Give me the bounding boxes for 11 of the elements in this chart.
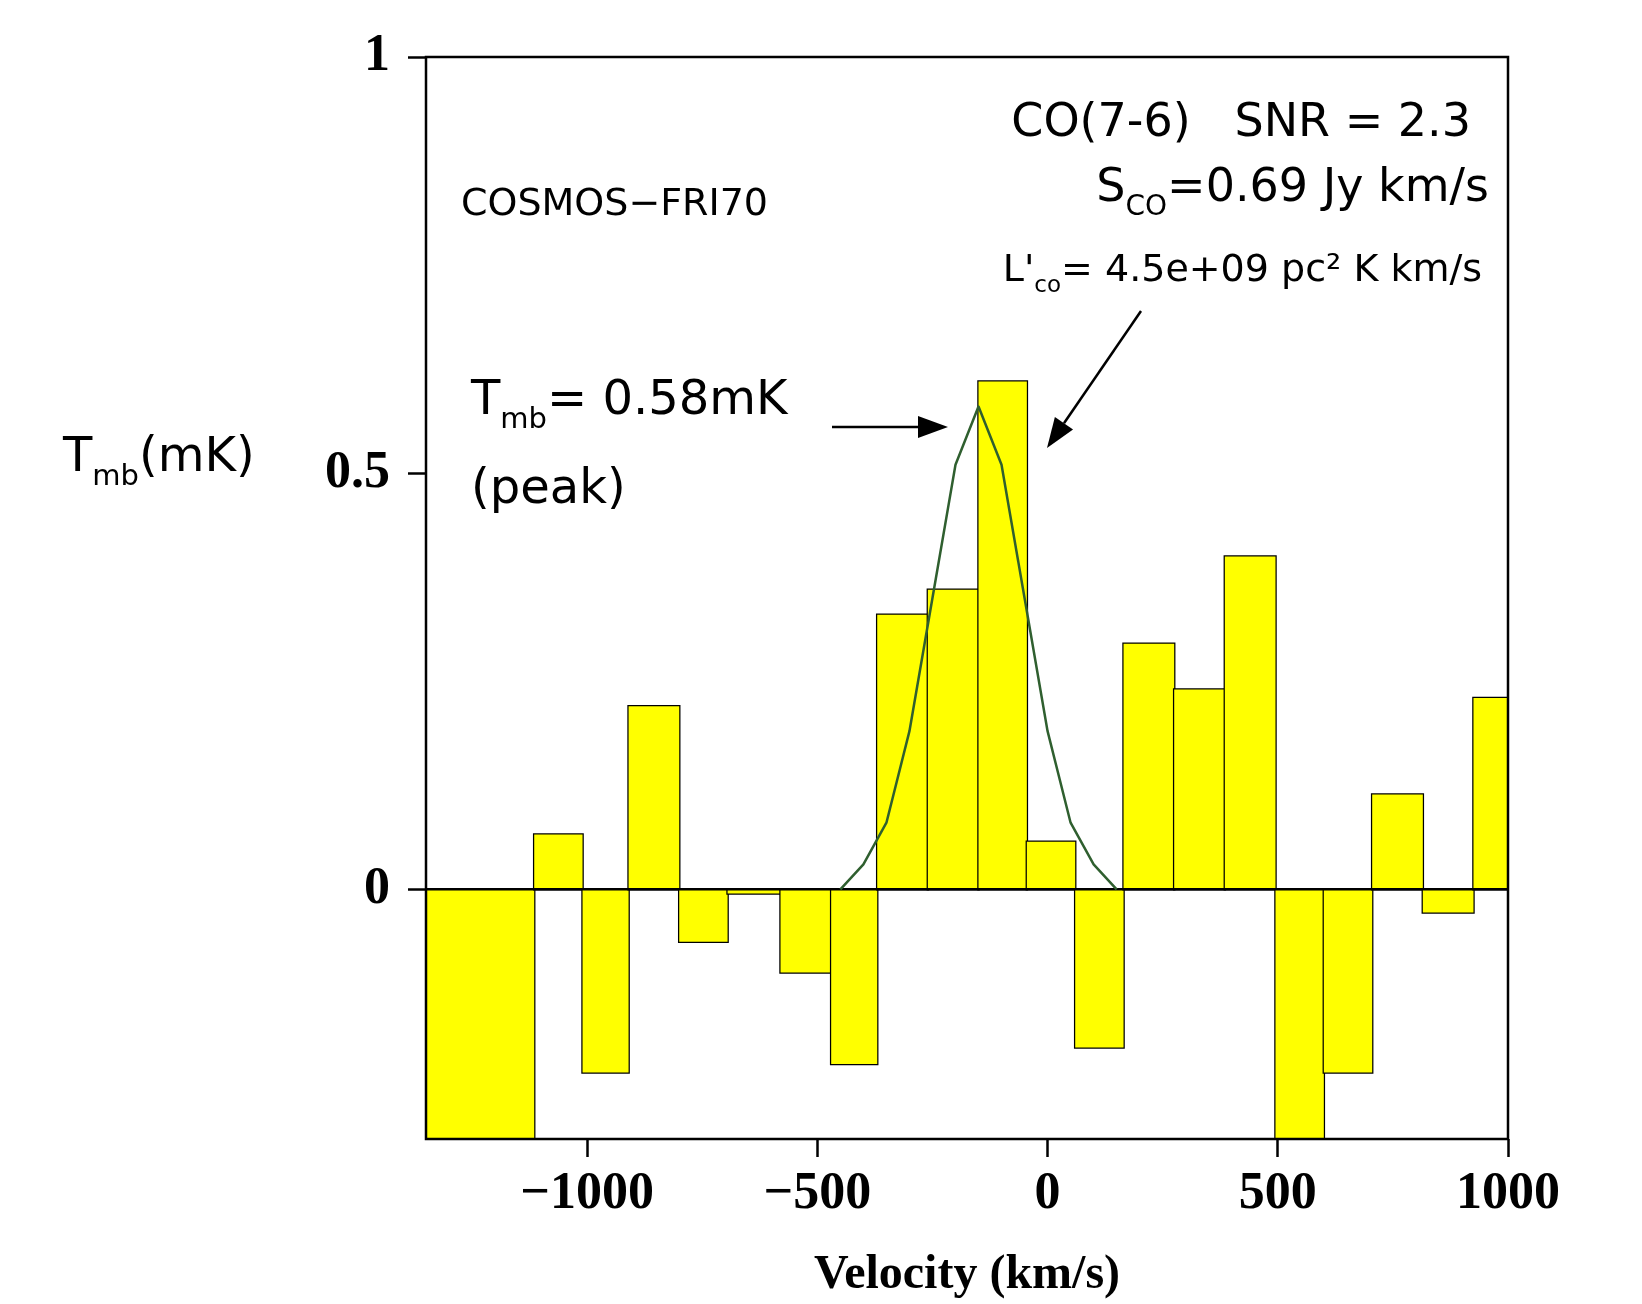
annotation: CO(7-6) SNR = 2.3 xyxy=(1011,93,1471,147)
x-tick-label: 500 xyxy=(1238,1161,1317,1219)
x-tick-label: −1000 xyxy=(520,1161,654,1219)
x-axis-title: Velocity (km/s) xyxy=(813,1244,1121,1299)
annotation: COSMOS−FRI70 xyxy=(461,180,769,224)
x-tick-label: 1000 xyxy=(1456,1161,1560,1219)
y-tick-label: 0 xyxy=(364,856,390,914)
y-tick-label: 0.5 xyxy=(325,440,390,498)
x-tick-label: 0 xyxy=(1034,1161,1061,1219)
x-tick-label: −500 xyxy=(763,1161,872,1219)
y-tick-label: 1 xyxy=(364,24,390,82)
